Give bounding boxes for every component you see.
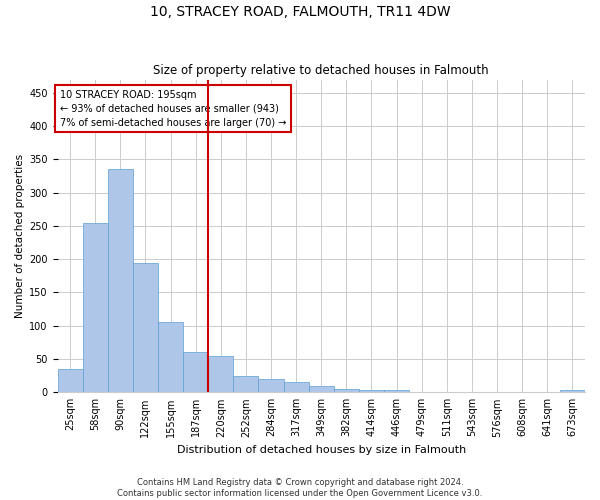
Bar <box>308 386 334 392</box>
Bar <box>208 356 233 393</box>
Text: Contains HM Land Registry data © Crown copyright and database right 2024.
Contai: Contains HM Land Registry data © Crown c… <box>118 478 482 498</box>
Bar <box>233 376 259 392</box>
Bar <box>284 382 308 392</box>
Bar <box>183 352 208 393</box>
X-axis label: Distribution of detached houses by size in Falmouth: Distribution of detached houses by size … <box>176 445 466 455</box>
Bar <box>359 390 384 392</box>
Bar <box>83 222 108 392</box>
Bar <box>384 390 409 392</box>
Bar <box>58 369 83 392</box>
Bar <box>108 170 133 392</box>
Title: Size of property relative to detached houses in Falmouth: Size of property relative to detached ho… <box>154 64 489 77</box>
Bar <box>133 262 158 392</box>
Text: 10 STRACEY ROAD: 195sqm
← 93% of detached houses are smaller (943)
7% of semi-de: 10 STRACEY ROAD: 195sqm ← 93% of detache… <box>60 90 286 128</box>
Bar <box>259 379 284 392</box>
Y-axis label: Number of detached properties: Number of detached properties <box>15 154 25 318</box>
Text: 10, STRACEY ROAD, FALMOUTH, TR11 4DW: 10, STRACEY ROAD, FALMOUTH, TR11 4DW <box>149 5 451 19</box>
Bar <box>560 390 585 392</box>
Bar <box>334 389 359 392</box>
Bar <box>158 322 183 392</box>
